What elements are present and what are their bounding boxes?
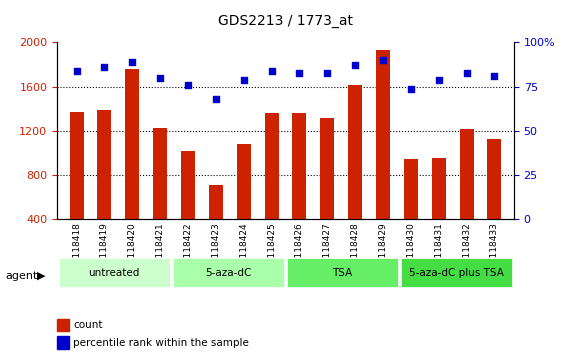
Point xyxy=(490,73,499,79)
Bar xyxy=(292,113,307,219)
Bar xyxy=(460,129,473,219)
Point xyxy=(155,75,164,81)
Text: TSA: TSA xyxy=(332,268,353,278)
Point xyxy=(183,82,192,88)
Bar xyxy=(376,50,390,219)
Bar xyxy=(126,69,139,219)
Text: count: count xyxy=(73,320,103,330)
Bar xyxy=(70,112,83,219)
FancyBboxPatch shape xyxy=(172,258,284,287)
Text: 5-aza-dC: 5-aza-dC xyxy=(205,268,252,278)
Bar xyxy=(348,85,362,219)
Point xyxy=(462,70,471,75)
Point xyxy=(295,70,304,75)
Bar xyxy=(57,336,69,349)
Point xyxy=(323,70,332,75)
Bar xyxy=(264,113,279,219)
Bar xyxy=(432,158,445,219)
Text: ▶: ▶ xyxy=(37,271,46,281)
Point xyxy=(239,77,248,82)
Point xyxy=(407,86,416,91)
FancyBboxPatch shape xyxy=(59,258,170,287)
Text: untreated: untreated xyxy=(89,268,140,278)
Bar xyxy=(237,144,251,219)
Point xyxy=(351,63,360,68)
Bar xyxy=(488,139,501,219)
Bar xyxy=(320,118,334,219)
FancyBboxPatch shape xyxy=(287,258,399,287)
Point xyxy=(434,77,443,82)
Point xyxy=(100,64,109,70)
Text: percentile rank within the sample: percentile rank within the sample xyxy=(73,338,249,348)
Point xyxy=(72,68,81,74)
Text: agent: agent xyxy=(6,271,38,281)
Point xyxy=(379,57,388,63)
Bar xyxy=(98,110,111,219)
Point xyxy=(128,59,137,65)
Bar xyxy=(57,319,69,331)
Bar xyxy=(209,185,223,219)
Point xyxy=(211,96,220,102)
Bar xyxy=(181,151,195,219)
Bar xyxy=(153,128,167,219)
Bar xyxy=(404,159,418,219)
Text: 5-aza-dC plus TSA: 5-aza-dC plus TSA xyxy=(409,268,504,278)
Point xyxy=(267,68,276,74)
Text: GDS2213 / 1773_at: GDS2213 / 1773_at xyxy=(218,14,353,28)
FancyBboxPatch shape xyxy=(401,258,513,287)
